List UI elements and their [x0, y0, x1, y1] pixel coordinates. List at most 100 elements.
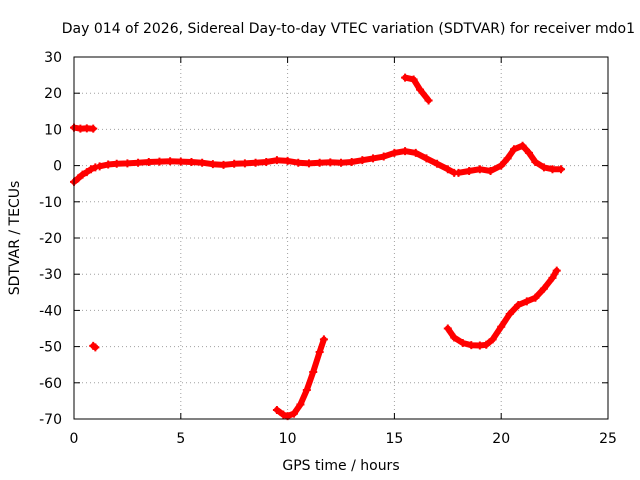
data-point — [522, 297, 531, 306]
data-point — [557, 165, 566, 174]
data-point — [443, 324, 452, 333]
y-tick-labels: 30 20 10 0 -10 -20 -30 -40 -50 -60 -70 — [39, 50, 62, 428]
x-tick-label: 0 — [70, 431, 79, 447]
data-point — [390, 148, 399, 157]
data-point — [409, 75, 418, 84]
data-point — [112, 159, 121, 168]
data-point — [486, 167, 495, 176]
data-point — [497, 322, 506, 331]
series-track-low-10h — [272, 335, 328, 421]
data-point — [347, 157, 356, 166]
data-point — [134, 158, 143, 167]
data-point — [539, 163, 548, 172]
data-point — [326, 158, 335, 167]
data-point — [465, 167, 474, 176]
series-line — [402, 74, 432, 104]
series-track-plus10 — [70, 123, 98, 133]
data-point — [91, 343, 100, 352]
plot-frame — [73, 56, 609, 420]
data-point — [104, 160, 113, 169]
data-point — [230, 159, 239, 168]
data-point — [369, 154, 378, 163]
data-point — [514, 300, 523, 309]
data-point — [74, 174, 83, 183]
data-point — [422, 154, 431, 163]
data-point — [304, 159, 313, 168]
data-point — [144, 157, 153, 166]
data-point — [518, 141, 527, 150]
data-point — [251, 158, 260, 167]
data-point — [319, 335, 328, 344]
data-point — [503, 154, 512, 163]
y-tick-label: -30 — [39, 267, 62, 283]
data-point — [87, 165, 96, 174]
x-tick-label: 20 — [492, 431, 510, 447]
x-tick-label: 25 — [599, 431, 617, 447]
data-point — [155, 157, 164, 166]
y-tick-label: -50 — [39, 340, 62, 356]
data-point — [290, 409, 299, 418]
data-point — [82, 168, 91, 177]
data-point — [539, 284, 548, 293]
data-point — [337, 158, 345, 167]
data-series — [70, 73, 566, 421]
y-tick-label: 30 — [44, 50, 62, 66]
data-point — [95, 162, 104, 171]
y-axis-label: SDTVAR / TECUs — [7, 181, 23, 296]
y-tick-label: 10 — [44, 122, 62, 138]
data-point — [198, 158, 207, 167]
data-point — [488, 335, 497, 344]
data-point — [296, 400, 305, 409]
y-tick-label: -60 — [39, 376, 62, 392]
y-tick-label: 20 — [44, 86, 62, 102]
data-point — [272, 156, 281, 165]
data-point — [443, 165, 452, 174]
data-point — [401, 147, 410, 156]
x-tick-label: 10 — [279, 431, 297, 447]
data-point — [548, 273, 557, 282]
series-line — [444, 267, 560, 349]
data-point — [315, 158, 324, 167]
y-tick-label: -70 — [39, 412, 62, 428]
data-point — [283, 156, 292, 165]
data-point — [482, 340, 491, 349]
series-track-baseline-late — [454, 141, 566, 177]
data-point — [510, 145, 519, 154]
series-track-low-18h — [443, 266, 561, 350]
data-point — [531, 157, 540, 166]
data-point — [89, 124, 98, 133]
data-point — [416, 85, 425, 94]
data-point — [475, 165, 484, 174]
data-point — [433, 159, 442, 168]
data-point — [454, 168, 463, 177]
series-track-dot-minus50 — [89, 341, 100, 352]
data-point — [450, 333, 459, 342]
data-point — [505, 310, 514, 319]
data-point — [379, 152, 388, 161]
data-point — [279, 410, 288, 419]
data-point — [272, 405, 281, 414]
data-point — [497, 161, 506, 170]
series-track-baseline-main — [95, 147, 459, 177]
y-tick-label: -10 — [39, 195, 62, 211]
data-point — [524, 148, 533, 157]
data-point — [358, 156, 367, 165]
data-point — [467, 341, 476, 350]
data-point — [166, 157, 175, 166]
data-point — [187, 157, 196, 166]
data-point — [411, 148, 420, 157]
data-point — [240, 159, 249, 168]
y-tick-label: 0 — [53, 159, 62, 175]
series-track-high-15h — [401, 73, 433, 105]
data-point — [176, 157, 185, 166]
data-point — [123, 159, 132, 168]
data-point — [548, 165, 557, 174]
data-point — [315, 348, 324, 357]
data-point — [262, 157, 271, 166]
data-point — [294, 158, 303, 167]
grid-lines — [74, 57, 608, 419]
data-point — [401, 73, 410, 82]
x-tick-labels: 0 5 10 15 20 25 — [70, 431, 617, 447]
y-tick-label: -40 — [39, 303, 62, 319]
